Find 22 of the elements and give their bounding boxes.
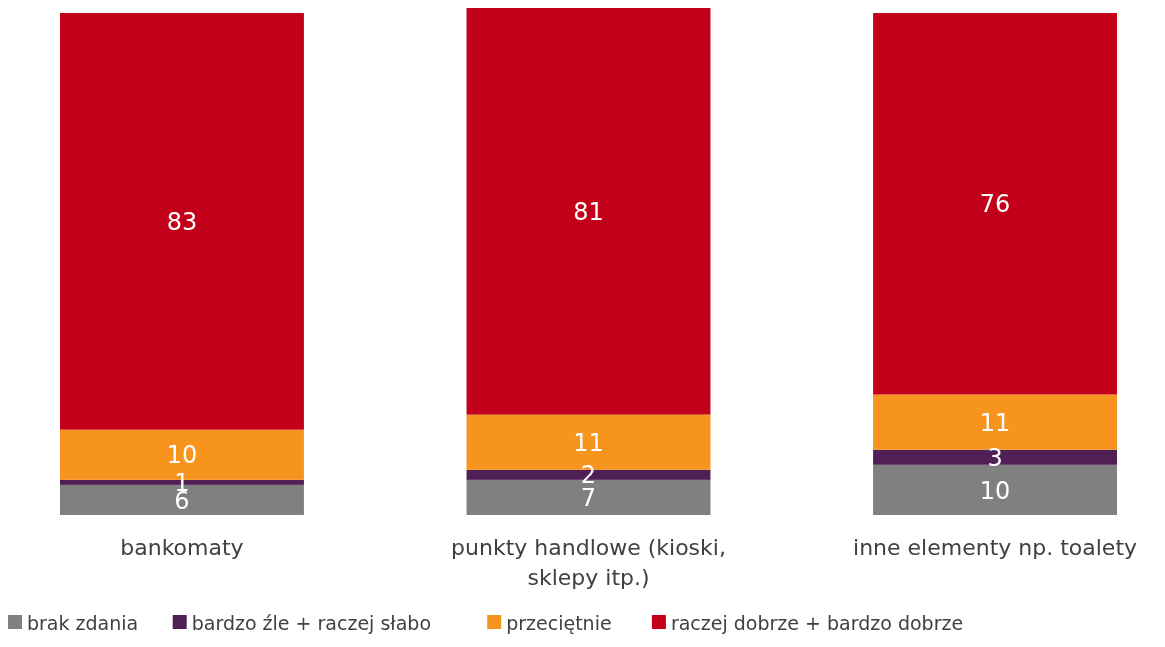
data-label: 10 <box>979 476 1011 505</box>
bar <box>60 13 304 430</box>
data-label: 11 <box>573 428 604 457</box>
x-tick-label: inne elementy np. toalety <box>853 535 1138 560</box>
x-tick-label: bankomaty <box>120 535 244 560</box>
x-tick-label: punkty handlowe (kioski, sklepy itp.) <box>451 535 726 590</box>
legend-label: przeciętnie <box>506 611 612 634</box>
legend-label: raczej dobrze + bardzo dobrze <box>670 611 964 634</box>
data-label: 10 <box>166 441 198 470</box>
bar <box>873 13 1117 395</box>
data-label: 3 <box>987 443 1003 472</box>
data-label: 83 <box>166 207 198 236</box>
bar <box>466 8 711 415</box>
data-label: 11 <box>979 408 1011 437</box>
data-label: 81 <box>573 197 604 226</box>
data-label: 76 <box>979 190 1011 219</box>
legend-label: bardzo źle + raczej słabo <box>191 611 432 634</box>
bar <box>873 449 1117 465</box>
bar <box>873 464 1117 515</box>
bar <box>873 394 1117 450</box>
data-label: 7 <box>580 484 597 513</box>
legend-label: brak zdania <box>27 611 139 634</box>
